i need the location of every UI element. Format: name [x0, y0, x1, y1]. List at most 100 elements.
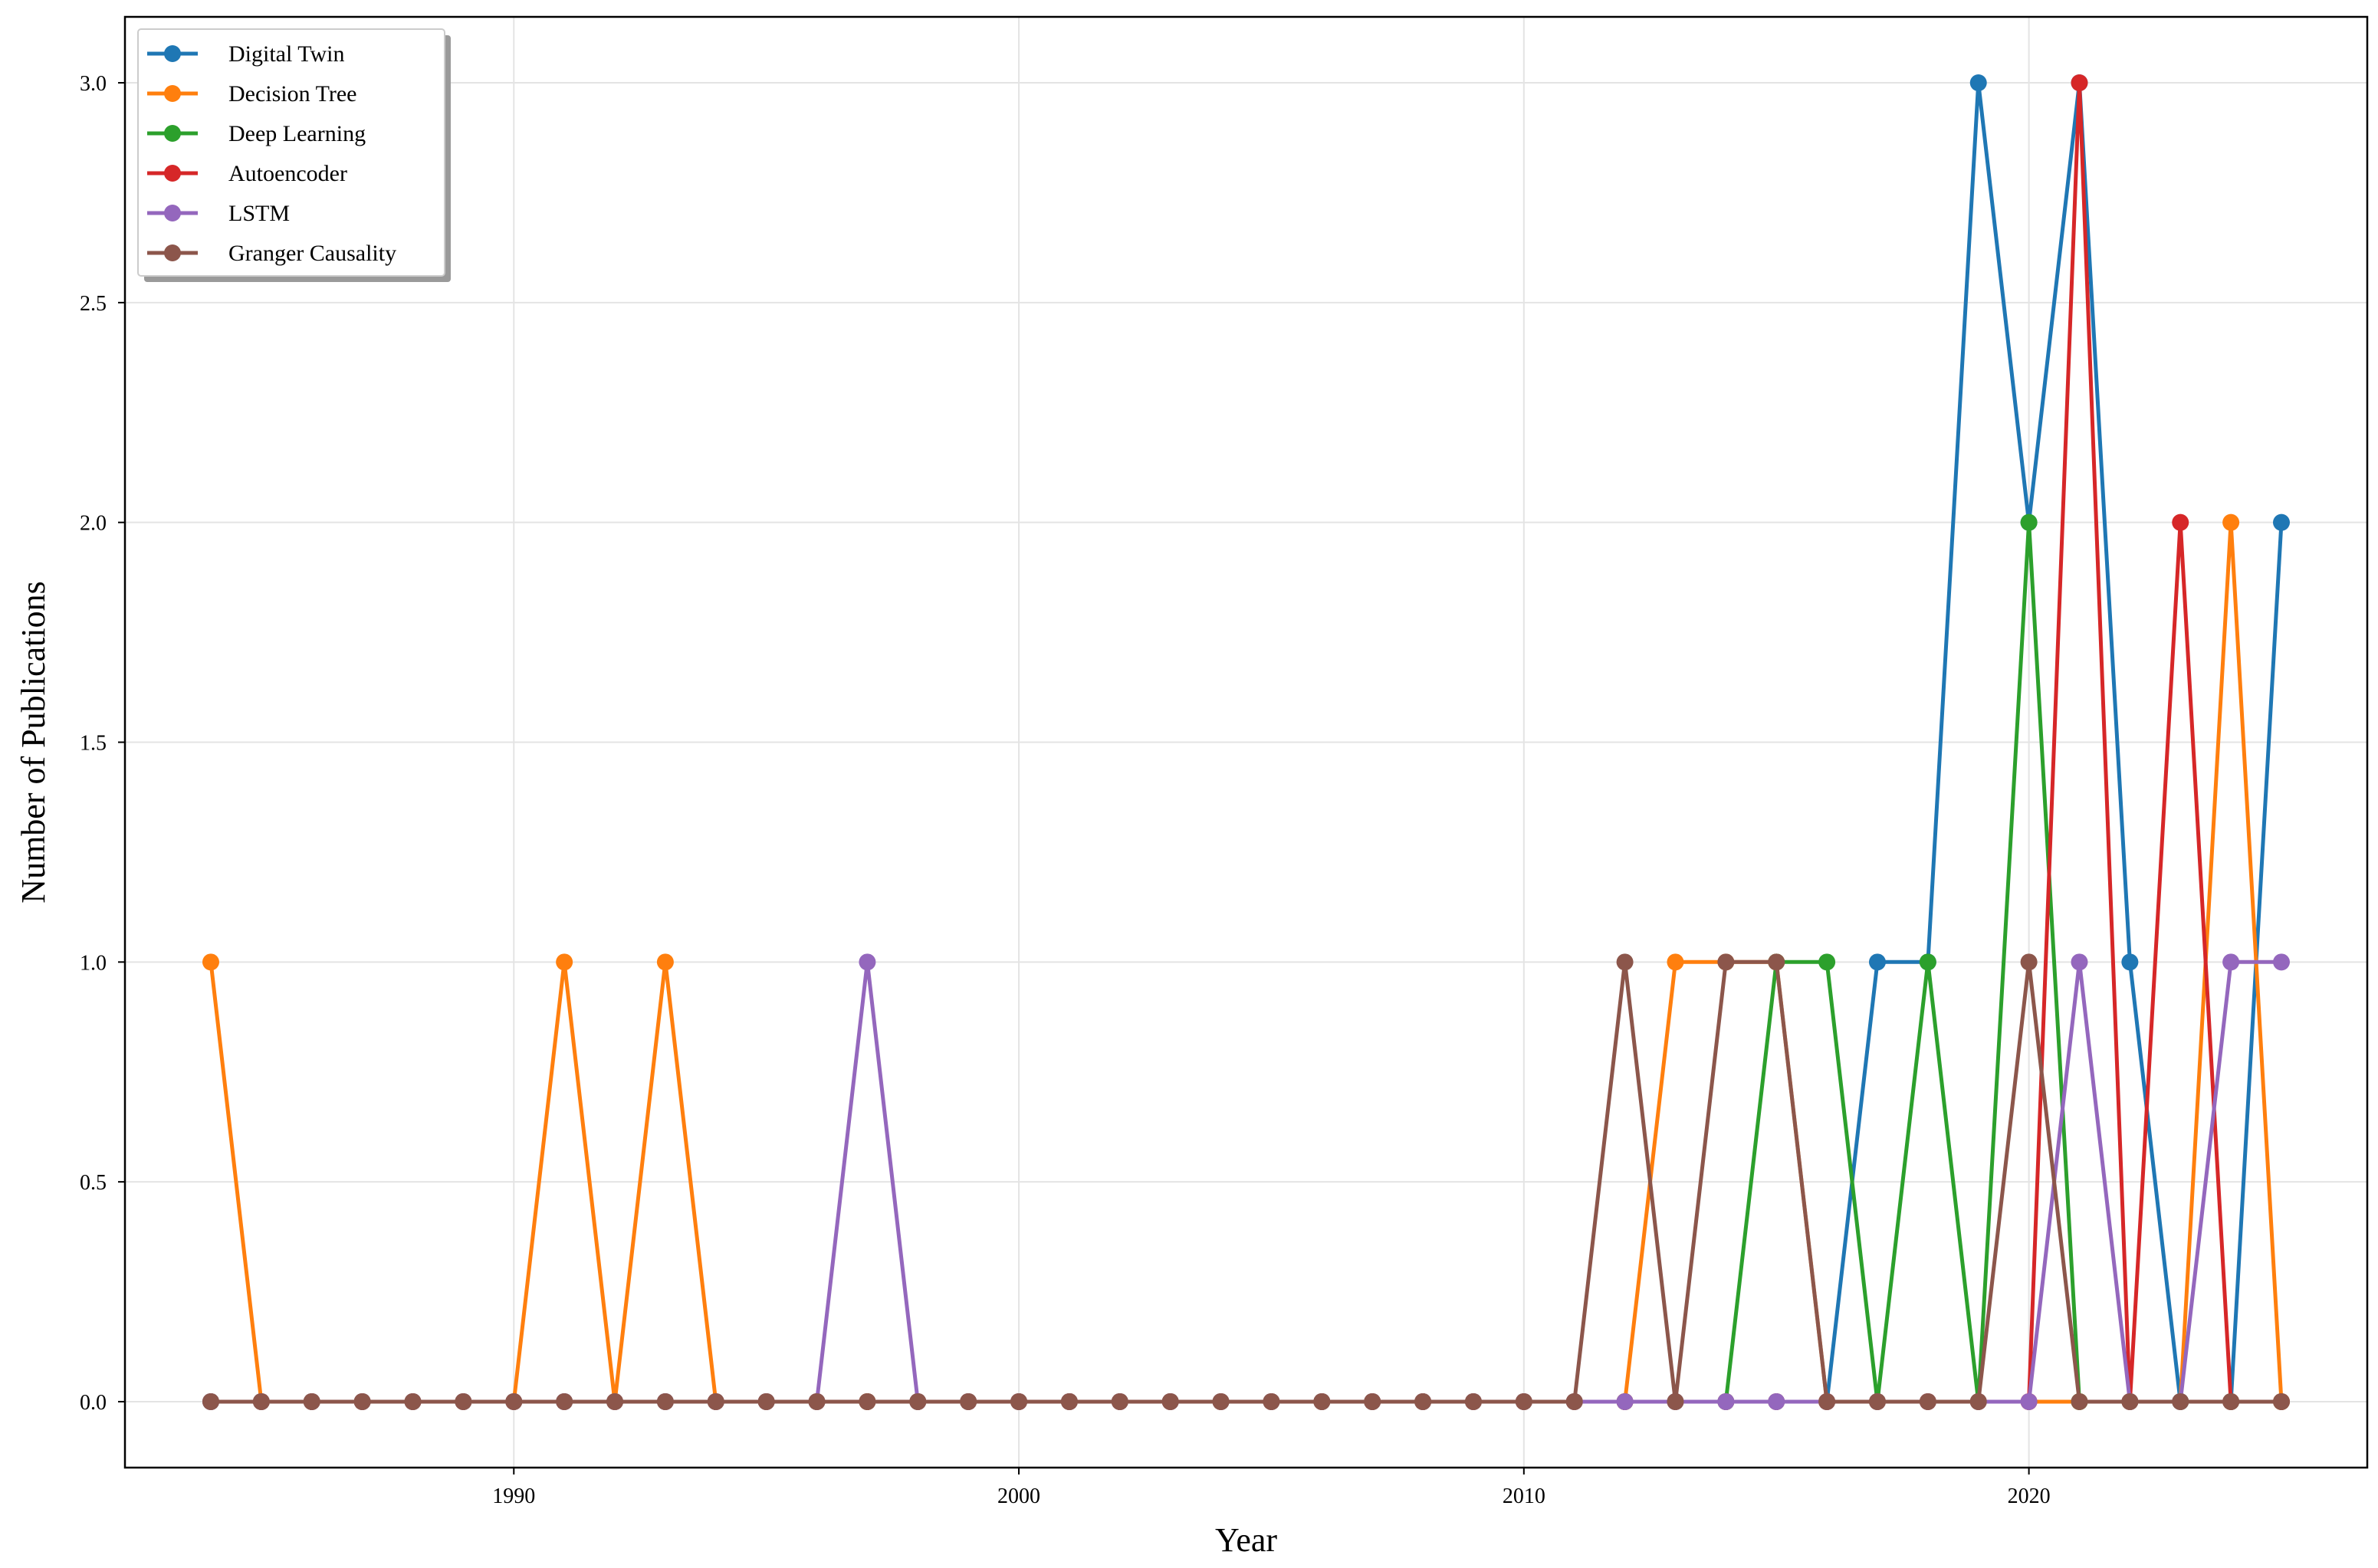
data-point [1313, 1393, 1331, 1410]
x-tick-label: 2000 [997, 1484, 1040, 1508]
data-point [2020, 953, 2038, 971]
data-point [2273, 1393, 2291, 1410]
y-axis-title: Number of Publications [15, 581, 52, 903]
data-point [1464, 1393, 1482, 1410]
data-point [1919, 1393, 1936, 1410]
data-point [404, 1393, 422, 1410]
legend-label: LSTM [228, 201, 290, 226]
data-point [2071, 74, 2088, 92]
data-point [1969, 1393, 1987, 1410]
legend-item: Decision Tree [147, 81, 357, 107]
data-point [1364, 1393, 1381, 1410]
legend-item: Granger Causality [147, 241, 396, 266]
x-tick-label: 2020 [2008, 1484, 2051, 1508]
data-point [303, 1393, 320, 1410]
data-point [2071, 953, 2088, 971]
data-point [1818, 1393, 1836, 1410]
data-point [556, 953, 573, 971]
data-point [2172, 1393, 2189, 1410]
data-point [1667, 1393, 1684, 1410]
data-point [2222, 953, 2240, 971]
data-point [1868, 953, 1886, 971]
data-point [757, 1393, 775, 1410]
data-point [1010, 1393, 1028, 1410]
legend-marker [164, 165, 181, 182]
y-axis: 0.0 0.5 1.0 1.5 2.0 2.5 3.0 [80, 72, 125, 1415]
legend-marker [164, 244, 181, 261]
data-point [1919, 953, 1936, 971]
legend-item: Autoencoder [147, 161, 347, 186]
x-axis-title: Year [1215, 1521, 1277, 1559]
data-point [656, 1393, 674, 1410]
data-point [656, 953, 674, 971]
data-point [252, 1393, 270, 1410]
y-tick-label: 0.5 [80, 1171, 107, 1195]
data-point [556, 1393, 573, 1410]
data-point [2071, 1393, 2088, 1410]
legend-item: Digital Twin [147, 41, 345, 67]
legend-label: Decision Tree [228, 81, 357, 107]
data-point [202, 953, 219, 971]
series-line [211, 959, 2281, 1404]
grid [125, 17, 2367, 1468]
legend-marker [164, 45, 181, 62]
y-tick-label: 1.5 [80, 732, 107, 756]
data-point [1414, 1393, 1432, 1410]
legend-marker [164, 85, 181, 102]
data-point [2020, 513, 2038, 531]
data-point [505, 1393, 523, 1410]
data-point [1616, 1393, 1634, 1410]
data-point [1616, 953, 1634, 971]
data-point [1111, 1393, 1128, 1410]
legend-label: Granger Causality [228, 241, 396, 266]
legend-item: LSTM [147, 201, 290, 226]
legend-label: Digital Twin [228, 41, 345, 67]
data-point [1969, 74, 1987, 92]
data-point [2020, 1393, 2038, 1410]
y-tick-label: 0.0 [80, 1391, 107, 1415]
data-point [859, 953, 876, 971]
data-point [2222, 1393, 2240, 1410]
data-point [2172, 513, 2189, 531]
y-tick-label: 2.5 [80, 292, 107, 316]
data-point [2273, 953, 2291, 971]
data-point [859, 1393, 876, 1410]
data-point [909, 1393, 927, 1410]
data-point [2273, 513, 2291, 531]
data-point [1818, 953, 1836, 971]
y-tick-label: 3.0 [80, 72, 107, 96]
legend-box [137, 28, 445, 277]
data-point [1060, 1393, 1078, 1410]
legend-marker [164, 125, 181, 142]
data-point [1868, 1393, 1886, 1410]
data-point [808, 1393, 826, 1410]
legend-label: Autoencoder [228, 161, 347, 186]
legend: Digital Twin Decision Tree Deep Learning Au… [137, 28, 451, 282]
data-point [1768, 953, 1785, 971]
data-point [1768, 1393, 1785, 1410]
data-point [1717, 1393, 1735, 1410]
data-point [353, 1393, 371, 1410]
legend-label: Deep Learning [228, 121, 366, 146]
data-point [1263, 1393, 1280, 1410]
data-point [202, 1393, 219, 1410]
data-point [1565, 1393, 1583, 1410]
series-layer [202, 74, 2291, 1410]
data-point [2222, 513, 2240, 531]
y-tick-label: 1.0 [80, 951, 107, 975]
data-point [2121, 1393, 2139, 1410]
data-point [606, 1393, 624, 1410]
data-point [1717, 953, 1735, 971]
data-point [1161, 1393, 1179, 1410]
data-point [1667, 953, 1684, 971]
series-granger-causality [202, 953, 2291, 1410]
data-point [2121, 953, 2139, 971]
x-tick-label: 2010 [1503, 1484, 1545, 1508]
data-point [455, 1393, 472, 1410]
y-tick-label: 2.0 [80, 512, 107, 536]
data-point [960, 1393, 977, 1410]
data-point [707, 1393, 724, 1410]
data-point [1212, 1393, 1230, 1410]
legend-marker [164, 205, 181, 221]
